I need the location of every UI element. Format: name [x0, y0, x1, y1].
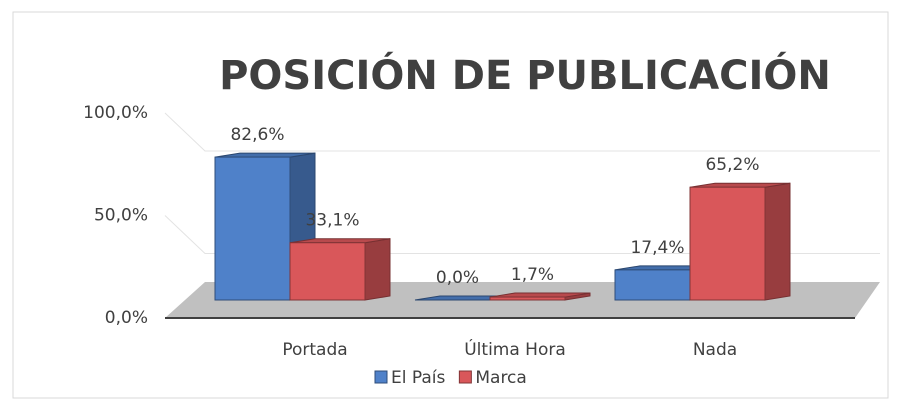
value-label: 82,6% — [230, 125, 284, 145]
chart-title: POSICIÓN DE PUBLICACIÓN — [219, 51, 831, 99]
legend-swatch — [458, 370, 472, 384]
bar — [689, 186, 766, 301]
bar — [489, 296, 566, 301]
legend-label: El País — [391, 368, 445, 388]
value-label: 0,0% — [436, 268, 479, 288]
bar-side — [764, 182, 791, 301]
grid-line — [164, 112, 880, 152]
y-tick-label: 50,0% — [94, 206, 148, 226]
value-label: 65,2% — [705, 155, 759, 175]
legend-label: Marca — [475, 368, 526, 388]
y-tick-label: 100,0% — [83, 103, 148, 123]
x-tick-label: Última Hora — [464, 338, 566, 360]
bar — [214, 156, 291, 301]
value-label: 17,4% — [630, 238, 684, 258]
bar-side — [364, 238, 391, 301]
value-label: 1,7% — [511, 265, 554, 285]
legend-swatch — [374, 370, 388, 384]
value-label: 33,1% — [305, 211, 359, 231]
x-tick-label: Portada — [282, 340, 347, 360]
y-tick-label: 0,0% — [105, 308, 148, 328]
bar — [614, 269, 691, 301]
bar — [289, 242, 366, 301]
grid-line — [164, 215, 880, 254]
x-tick-label: Nada — [693, 340, 737, 360]
